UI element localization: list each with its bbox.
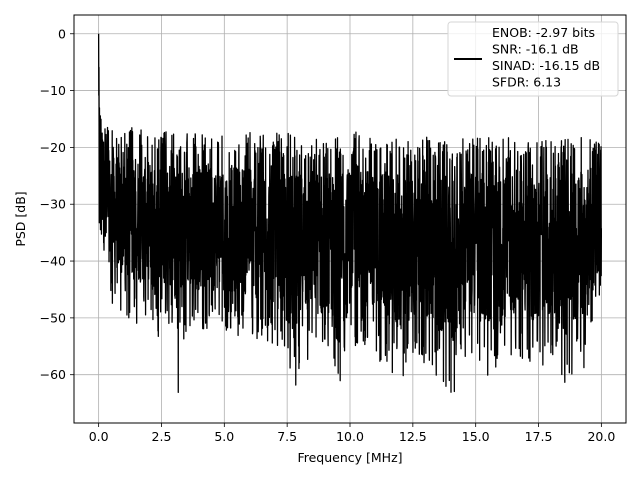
x-tick-label: 0.0 (89, 429, 109, 444)
y-tick-label: −60 (40, 367, 66, 382)
legend-entry-line: SINAD: -16.15 dB (492, 58, 600, 73)
x-tick-label: 5.0 (214, 429, 234, 444)
x-tick-label: 10.0 (336, 429, 364, 444)
legend-entry-label: ENOB: -2.97 bits SNR: -16.1 dB SINAD: -16.… (492, 25, 600, 90)
y-tick-label: −40 (40, 254, 66, 269)
legend-box (447, 21, 619, 97)
legend-entry-line: ENOB: -2.97 bits (492, 25, 595, 40)
axis-ticks: 0.0 2.5 5.0 7.5 10.0 12.5 15.0 17.5 20.0 0 −10 −20 −… (40, 26, 616, 444)
legend-entry-line: SFDR: 6.13 (492, 75, 561, 90)
y-tick-label: −30 (40, 197, 66, 212)
x-tick-label: 7.5 (277, 429, 297, 444)
x-tick-label: 2.5 (152, 429, 172, 444)
psd-series-line (97, 33, 603, 394)
x-axis-label: Frequency [MHz] (297, 450, 402, 465)
y-axis-label: PSD [dB] (13, 191, 28, 246)
y-tick-label: 0 (58, 26, 66, 41)
y-tick-label: −10 (40, 83, 66, 98)
x-tick-label: 15.0 (462, 429, 490, 444)
x-tick-label: 17.5 (525, 429, 553, 444)
y-tick-label: −20 (40, 140, 66, 155)
legend: ENOB: -2.97 bits SNR: -16.1 dB SINAD: -16.… (447, 21, 619, 97)
x-tick-label: 12.5 (399, 429, 427, 444)
x-tick-label: 20.0 (587, 429, 615, 444)
y-tick-label: −50 (40, 310, 66, 325)
legend-entry-line: SNR: -16.1 dB (492, 42, 579, 57)
plot-area (97, 33, 603, 394)
